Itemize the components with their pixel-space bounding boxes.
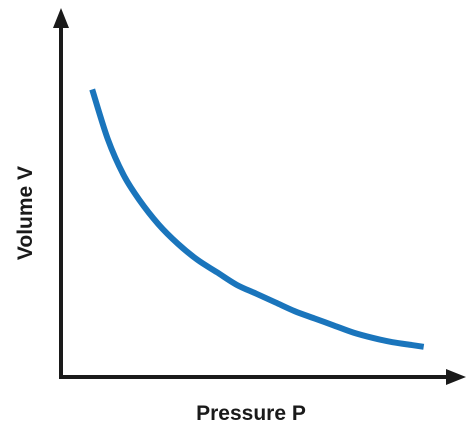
x-axis-title: Pressure P — [196, 402, 306, 425]
axes — [53, 8, 466, 385]
series-layer — [89, 88, 425, 350]
x-axis-arrow-icon — [446, 369, 466, 385]
y-axis-arrow-icon — [53, 8, 69, 28]
series-line-0 — [89, 88, 425, 350]
y-axis-title: Volume V — [14, 166, 37, 260]
